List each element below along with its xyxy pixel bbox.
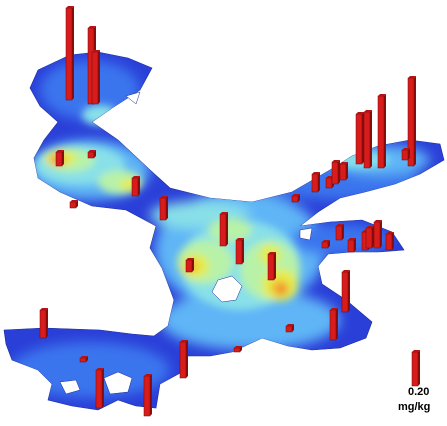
sample-bar (267, 252, 276, 281)
sample-bar (185, 258, 194, 273)
sample-bar (235, 238, 244, 265)
sample-bar (143, 374, 152, 417)
sample-bars (39, 6, 420, 417)
sample-bar (233, 346, 242, 353)
sample-bar (55, 150, 64, 167)
sample-bar (79, 356, 88, 363)
sample-bar (95, 368, 104, 409)
sample-bar (87, 150, 96, 159)
sample-bar (285, 324, 294, 333)
sample-bar (159, 196, 168, 221)
sample-bar (335, 224, 344, 241)
sample-bar (401, 148, 410, 161)
sample-bar (331, 160, 340, 185)
legend-unit-label: mg/kg (398, 401, 431, 413)
sample-bar (219, 212, 228, 247)
sample-bar (179, 340, 188, 379)
sample-bar (341, 270, 350, 313)
sample-bar (39, 308, 48, 339)
legend-value-label: 0.20 (408, 386, 430, 398)
sample-bar (65, 6, 74, 101)
legend-scale-bar (411, 350, 420, 387)
sample-bar (365, 226, 374, 249)
sample-bar (407, 76, 416, 167)
sample-bar (339, 162, 348, 181)
sample-bar (377, 94, 386, 169)
sample-bar (329, 308, 338, 341)
sample-bar (373, 220, 382, 249)
sample-bar (347, 238, 356, 253)
sample-bar (311, 172, 320, 193)
sample-bar (363, 110, 372, 169)
sample-bar (291, 194, 300, 203)
sample-bar (69, 200, 78, 209)
sample-bar (91, 50, 100, 105)
sample-bar (385, 232, 394, 251)
islands (59, 91, 313, 395)
sample-bar (321, 240, 330, 249)
sample-bar (355, 112, 364, 165)
sample-bar (131, 176, 140, 197)
